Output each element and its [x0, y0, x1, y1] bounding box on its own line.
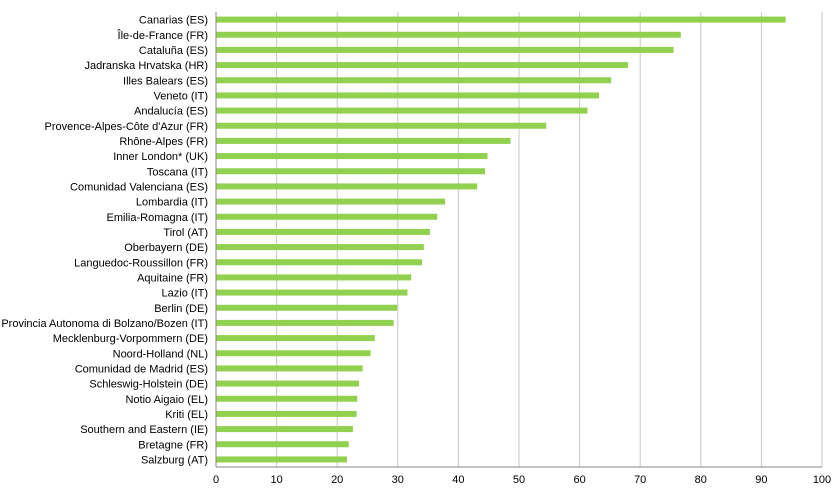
category-label: Tirol (AT) [163, 227, 208, 239]
category-label: Southern and Eastern (IE) [80, 424, 208, 436]
bars [216, 16, 786, 463]
bar [216, 168, 486, 175]
category-label: Illes Balears (ES) [123, 75, 208, 87]
x-axis-ticks: 0 10 20 30 40 50 60 70 80 90 100 [213, 474, 831, 486]
category-label: Lombardia (IT) [136, 197, 208, 209]
category-label: Veneto (IT) [154, 90, 208, 102]
category-label: Rhône-Alpes (FR) [119, 136, 208, 148]
category-label: Schleswig-Holstein (DE) [89, 379, 208, 391]
category-label: Salzburg (AT) [141, 454, 208, 466]
category-label: Bretagne (FR) [138, 439, 208, 451]
bar [216, 244, 424, 251]
bar [216, 380, 360, 387]
category-label: Kriti (EL) [165, 409, 208, 421]
category-label: Lazio (IT) [162, 288, 208, 300]
bar [216, 456, 347, 463]
x-tick-label: 80 [695, 474, 707, 486]
bar [216, 92, 599, 99]
category-label: Mecklenburg-Vorpommern (DE) [53, 333, 208, 345]
category-label: Oberbayern (DE) [124, 242, 208, 254]
category-label: Cataluña (ES) [139, 45, 208, 57]
bar [216, 410, 357, 417]
bar [216, 107, 588, 114]
category-label: Notio Aigaio (EL) [125, 394, 208, 406]
category-label: Berlin (DE) [154, 303, 208, 315]
category-label: Languedoc-Roussillon (FR) [74, 257, 208, 269]
bar [216, 350, 371, 357]
bar [216, 16, 786, 23]
category-label: Emilia-Romagna (IT) [107, 212, 208, 224]
bar [216, 46, 674, 53]
x-tick-label: 50 [513, 474, 525, 486]
x-tick-label: 70 [634, 474, 646, 486]
bar [216, 228, 430, 235]
bar [216, 319, 394, 326]
category-label: Toscana (IT) [147, 166, 208, 178]
category-label: Comunidad de Madrid (ES) [75, 363, 208, 375]
bar [216, 137, 511, 144]
bar [216, 122, 547, 129]
bar [216, 259, 423, 266]
category-labels: Canarias (ES) Île-de-France (FR) Cataluña … [1, 15, 208, 467]
x-tick-label: 30 [392, 474, 404, 486]
category-label: Andalucía (ES) [134, 106, 208, 118]
x-tick-label: 60 [573, 474, 585, 486]
category-label: Provence-Alpes-Côte d'Azur (FR) [45, 121, 209, 133]
x-tick-label: 10 [270, 474, 282, 486]
category-label: Île-de-France (FR) [117, 29, 208, 42]
category-label: Jadranska Hrvatska (HR) [85, 60, 208, 72]
category-label: Inner London* (UK) [113, 151, 208, 163]
bar [216, 289, 408, 296]
bar [216, 183, 478, 190]
bar [216, 62, 629, 69]
gridlines [276, 12, 823, 467]
x-tick-label: 20 [331, 474, 343, 486]
x-tick-label: 90 [755, 474, 767, 486]
bar [216, 365, 363, 372]
category-label: Aquitaine (FR) [137, 272, 208, 284]
bar [216, 395, 358, 402]
x-tick-label: 100 [813, 474, 831, 486]
bar [216, 31, 681, 38]
category-label: Comunidad Valenciana (ES) [70, 181, 208, 193]
category-label: Canarias (ES) [139, 15, 208, 27]
bar [216, 274, 412, 281]
category-label: Noord-Holland (NL) [113, 348, 208, 360]
category-label: Provincia Autonoma di Bolzano/Bozen (IT) [1, 318, 208, 330]
bar [216, 441, 349, 448]
bar [216, 77, 612, 84]
bar [216, 335, 375, 342]
bar [216, 213, 438, 220]
x-tick-label: 0 [213, 474, 219, 486]
x-tick-label: 40 [452, 474, 464, 486]
bar [216, 426, 353, 433]
bar [216, 304, 398, 311]
bar [216, 198, 446, 205]
bar [216, 153, 488, 160]
